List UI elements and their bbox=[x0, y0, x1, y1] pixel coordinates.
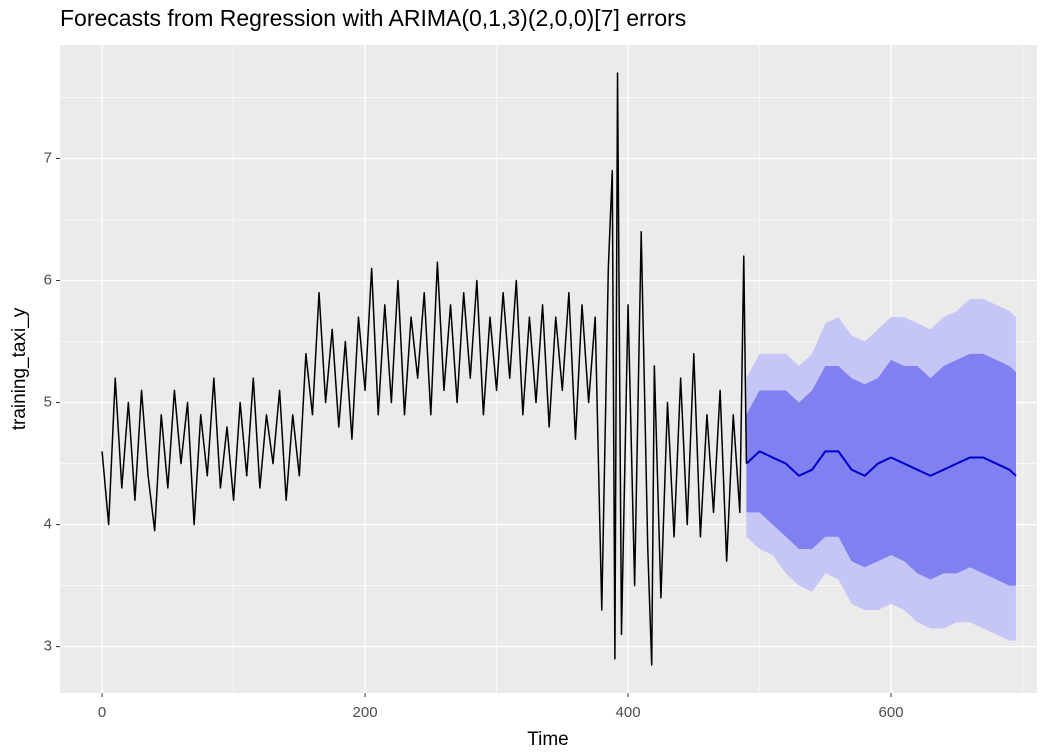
y-axis-label: training_taxi_y bbox=[9, 307, 30, 430]
y-tick-label: 3 bbox=[44, 638, 52, 655]
y-tick-label: 4 bbox=[44, 516, 52, 533]
chart-title: Forecasts from Regression with ARIMA(0,1… bbox=[60, 5, 686, 31]
x-axis-label: Time bbox=[527, 729, 569, 750]
forecast-line bbox=[745, 450, 1017, 477]
y-tick-label: 5 bbox=[44, 394, 52, 411]
series-line bbox=[101, 72, 748, 666]
x-tick-label: 400 bbox=[616, 704, 641, 721]
x-tick-label: 0 bbox=[98, 704, 106, 721]
y-tick-label: 7 bbox=[44, 149, 52, 166]
y-tick-label: 6 bbox=[44, 271, 52, 288]
x-tick-label: 600 bbox=[879, 704, 904, 721]
forecast-interval bbox=[746, 353, 1016, 586]
x-tick-label: 200 bbox=[353, 704, 378, 721]
